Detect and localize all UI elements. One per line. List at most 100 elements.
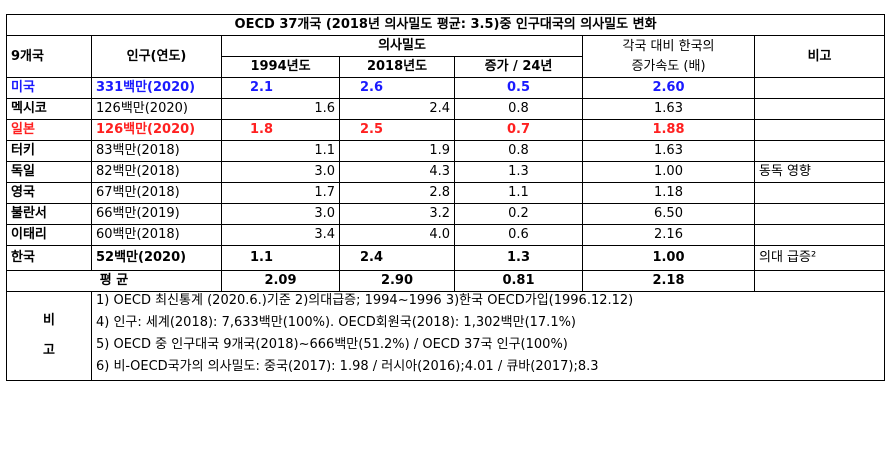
- average-remark: [753, 270, 886, 292]
- notes-label-char-1: 비: [43, 313, 55, 328]
- density-2018-cell: 4.3: [339, 161, 455, 183]
- ratio-cell: 6.50: [582, 203, 755, 225]
- increase-cell: 0.5: [454, 77, 583, 99]
- remark-cell: [753, 98, 886, 120]
- increase-cell: 0.6: [454, 224, 583, 246]
- header-ratio-line2: 증가속도 (배): [631, 58, 706, 74]
- increase-cell: 0.2: [454, 203, 583, 225]
- ratio-cell: 2.60: [582, 77, 755, 99]
- doctor-density-table: OECD 37개국 (2018년 의사밀도 평균: 3.5)중 인구대국의 의사…: [5, 14, 886, 381]
- ratio-cell: 1.63: [582, 140, 755, 162]
- note-line-4: 6) 비-OECD국가의 의사밀도: 중국(2017): 1.98 / 러시아(…: [96, 359, 599, 374]
- table-row: 독일 82백만(2018) 3.0 4.3 1.3 1.00 동독 영향: [6, 161, 886, 183]
- table-row: 이태리 60백만(2018) 3.4 4.0 0.6 2.16: [6, 224, 886, 246]
- ratio-cell: 1.18: [582, 182, 755, 204]
- header-ratio-line1: 각국 대비 한국의: [622, 38, 715, 54]
- density-1994-cell: 3.0: [221, 161, 340, 183]
- remark-cell: [753, 182, 886, 204]
- country-cell: 터키: [6, 140, 92, 162]
- density-1994-cell: 1.1: [221, 140, 340, 162]
- ratio-cell: 1.88: [582, 119, 755, 141]
- country-cell: 멕시코: [6, 98, 92, 120]
- header-ratio: 각국 대비 한국의 증가속도 (배): [582, 35, 755, 78]
- density-2018-cell: 2.5: [339, 119, 455, 141]
- remark-cell: [753, 140, 886, 162]
- average-label: 평 균: [6, 270, 222, 292]
- note-line-3: 5) OECD 중 인구대국 9개국(2018)~666백만(51.2%) / …: [96, 337, 568, 352]
- country-cell: 일본: [6, 119, 92, 141]
- population-cell: 60백만(2018): [91, 224, 222, 246]
- header-increase: 증가 / 24년: [454, 56, 583, 78]
- header-2018: 2018년도: [339, 56, 455, 78]
- header-country: 9개국: [6, 35, 92, 78]
- table-row: 터키 83백만(2018) 1.1 1.9 0.8 1.63: [6, 140, 886, 162]
- population-cell: 52백만(2020): [91, 245, 222, 271]
- table-row: 한국 52백만(2020) 1.1 2.4 1.3 1.00 의대 급증²: [6, 245, 886, 271]
- remark-cell: [753, 119, 886, 141]
- header-population: 인구(연도): [91, 35, 222, 78]
- table-row: 미국 331백만(2020) 2.1 2.6 0.5 2.60: [6, 77, 886, 99]
- average-increase: 0.81: [454, 270, 583, 292]
- density-1994-cell: 2.1: [221, 77, 340, 99]
- density-2018-cell: 3.2: [339, 203, 455, 225]
- notes-label-char-2: 고: [43, 343, 55, 358]
- density-1994-cell: 3.0: [221, 203, 340, 225]
- table-title: OECD 37개국 (2018년 의사밀도 평균: 3.5)중 인구대국의 의사…: [5, 14, 886, 36]
- increase-cell: 0.8: [454, 98, 583, 120]
- country-cell: 독일: [6, 161, 92, 183]
- density-1994-cell: 3.4: [221, 224, 340, 246]
- remark-cell: [753, 224, 886, 246]
- remark-cell: 동독 영향: [753, 161, 886, 183]
- density-2018-cell: 4.0: [339, 224, 455, 246]
- increase-cell: 1.1: [454, 182, 583, 204]
- density-2018-cell: 1.9: [339, 140, 455, 162]
- remark-cell: [753, 203, 886, 225]
- country-cell: 불란서: [6, 203, 92, 225]
- density-1994-cell: 1.6: [221, 98, 340, 120]
- header-remark: 비고: [753, 35, 886, 78]
- density-2018-cell: 2.8: [339, 182, 455, 204]
- country-cell: 한국: [6, 245, 92, 271]
- note-line-1: 1) OECD 최신통계 (2020.6.)기준 2)의대급증; 1994~19…: [96, 293, 634, 308]
- average-row: 평 균 2.09 2.90 0.81 2.18: [6, 270, 886, 292]
- remark-cell: 의대 급증²: [753, 245, 886, 271]
- table-row: 불란서 66백만(2019) 3.0 3.2 0.2 6.50: [6, 203, 886, 225]
- density-2018-cell: 2.4: [339, 245, 455, 271]
- population-cell: 126백만(2020): [91, 98, 222, 120]
- table-row: 영국 67백만(2018) 1.7 2.8 1.1 1.18: [6, 182, 886, 204]
- header-1994: 1994년도: [221, 56, 340, 78]
- population-cell: 83백만(2018): [91, 140, 222, 162]
- density-1994-cell: 1.1: [221, 245, 340, 271]
- density-1994-cell: 1.8: [221, 119, 340, 141]
- average-2018: 2.90: [339, 270, 455, 292]
- table-row: 일본 126백만(2020) 1.8 2.5 0.7 1.88: [6, 119, 886, 141]
- notes-label: 비 고: [6, 291, 92, 381]
- remark-cell: [753, 77, 886, 99]
- ratio-cell: 1.63: [582, 98, 755, 120]
- population-cell: 331백만(2020): [91, 77, 222, 99]
- ratio-cell: 2.16: [582, 224, 755, 246]
- increase-cell: 1.3: [454, 245, 583, 271]
- increase-cell: 0.7: [454, 119, 583, 141]
- ratio-cell: 1.00: [582, 245, 755, 271]
- country-cell: 미국: [6, 77, 92, 99]
- ratio-cell: 1.00: [582, 161, 755, 183]
- density-2018-cell: 2.4: [339, 98, 455, 120]
- increase-cell: 1.3: [454, 161, 583, 183]
- country-cell: 영국: [6, 182, 92, 204]
- doctor-density-table-sheet: OECD 37개국 (2018년 의사밀도 평균: 3.5)중 인구대국의 의사…: [5, 14, 886, 381]
- notes-body: 1) OECD 최신통계 (2020.6.)기준 2)의대급증; 1994~19…: [90, 291, 886, 381]
- country-cell: 이태리: [6, 224, 92, 246]
- note-line-2: 4) 인구: 세계(2018): 7,633백만(100%). OECD회원국(…: [96, 315, 577, 330]
- population-cell: 82백만(2018): [91, 161, 222, 183]
- average-1994: 2.09: [221, 270, 340, 292]
- increase-cell: 0.8: [454, 140, 583, 162]
- notes-row: 비 고 1) OECD 최신통계 (2020.6.)기준 2)의대급증; 199…: [6, 291, 886, 381]
- population-cell: 126백만(2020): [91, 119, 222, 141]
- header-doctor-density: 의사밀도: [221, 35, 583, 57]
- average-ratio: 2.18: [582, 270, 755, 292]
- population-cell: 67백만(2018): [91, 182, 222, 204]
- population-cell: 66백만(2019): [91, 203, 222, 225]
- density-1994-cell: 1.7: [221, 182, 340, 204]
- table-row: 멕시코 126백만(2020) 1.6 2.4 0.8 1.63: [6, 98, 886, 120]
